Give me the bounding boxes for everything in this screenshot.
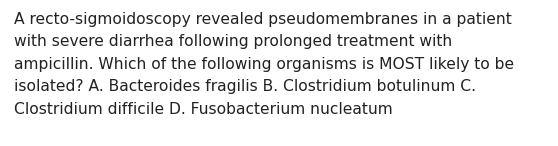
Text: A recto-sigmoidoscopy revealed pseudomembranes in a patient: A recto-sigmoidoscopy revealed pseudomem…	[14, 12, 512, 27]
Text: Clostridium difficile D. Fusobacterium nucleatum: Clostridium difficile D. Fusobacterium n…	[14, 102, 393, 117]
Text: with severe diarrhea following prolonged treatment with: with severe diarrhea following prolonged…	[14, 34, 452, 49]
Text: ampicillin. Which of the following organisms is MOST likely to be: ampicillin. Which of the following organ…	[14, 57, 514, 72]
Text: isolated? A. Bacteroides fragilis B. Clostridium botulinum C.: isolated? A. Bacteroides fragilis B. Clo…	[14, 80, 476, 94]
